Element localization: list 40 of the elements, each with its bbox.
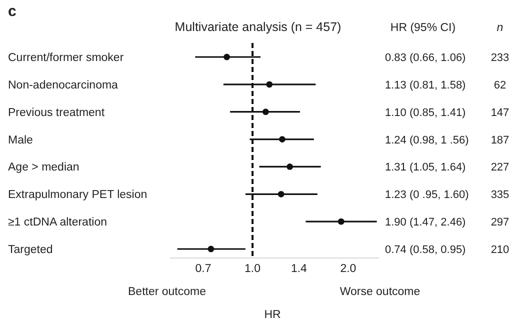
point — [262, 108, 269, 116]
point — [266, 81, 273, 88]
point — [278, 190, 284, 198]
text: 210 — [490, 244, 510, 256]
text: Better outcome — [128, 286, 206, 298]
data-label: 0.83 (0.66, 1.06) — [385, 52, 466, 64]
text: 335 — [490, 189, 510, 202]
data-label: 1.23 (0 .95, 1.60) — [385, 189, 469, 202]
x-tick-label: 1.0 — [244, 263, 261, 275]
y-tick-label: ≥1 ctDNA alteration — [8, 216, 107, 229]
y-tick-label: Current/former smoker — [8, 52, 124, 64]
y-tick-label: Non-adenocarcinoma — [8, 79, 119, 92]
data-label: 1.13 (0.81, 1.58) — [385, 79, 466, 92]
point — [286, 164, 293, 170]
data-label: 1.90 (1.47, 2.46) — [385, 216, 466, 229]
x-axis-title: HR — [264, 309, 281, 321]
data-label: 0.74 (0.58, 0.95) — [385, 244, 466, 256]
chart-title: Multivariate analysis (n = 457) — [174, 20, 342, 34]
text: n — [496, 22, 504, 34]
text: c — [8, 3, 16, 20]
text: 227 — [490, 162, 510, 174]
data-label: 1.10 (0.85, 1.41) — [385, 106, 466, 119]
text: 187 — [490, 134, 510, 146]
text: 297 — [490, 216, 510, 229]
text: 147 — [490, 106, 510, 119]
text: Worse outcome — [340, 286, 420, 298]
y-tick-label: Targeted — [8, 244, 53, 256]
text: HR (95% CI) — [390, 22, 456, 34]
y-tick-label: Male — [8, 134, 33, 146]
data-label: 1.24 (0.98, 1 .56) — [385, 134, 469, 146]
point — [279, 136, 286, 142]
text: 62 — [494, 79, 506, 92]
y-tick-label: Extrapulmonary PET lesion — [8, 189, 148, 202]
y-tick-label: Age > median — [8, 162, 80, 174]
text: 233 — [490, 52, 510, 64]
y-tick-label: Previous treatment — [8, 106, 106, 119]
x-tick-label: 2.0 — [340, 263, 356, 275]
x-tick-label: 0.7 — [195, 263, 212, 275]
x-tick-label: 1.4 — [290, 263, 308, 275]
data-label: 1.31 (1.05, 1.64) — [385, 162, 466, 174]
